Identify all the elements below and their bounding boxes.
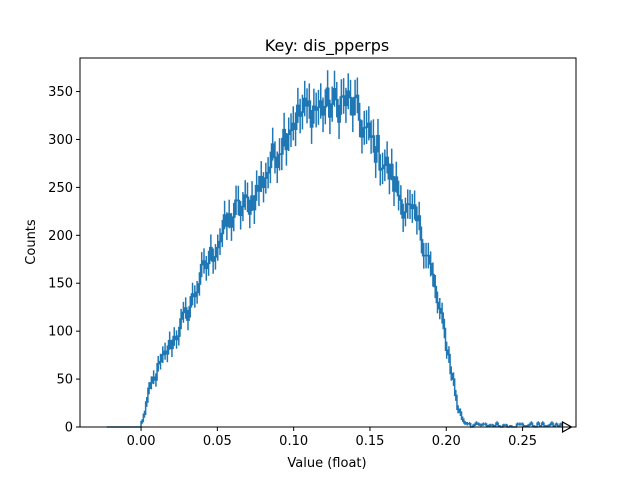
x-axis: 0.00 0.05 0.10 0.15 0.20 0.25	[127, 427, 537, 449]
x-axis-label: Value (float)	[287, 456, 366, 471]
y-tick-label: 250	[48, 181, 73, 196]
x-tick-label: 0.15	[355, 434, 384, 449]
axes-frame	[79, 57, 577, 428]
y-axis-label: Counts	[24, 219, 39, 265]
y-tick-label: 50	[56, 373, 73, 388]
y-tick-label: 150	[48, 277, 73, 292]
x-tick-label: 0.20	[432, 434, 461, 449]
chart-title: Key: dis_pperps	[265, 36, 389, 56]
x-tick-label: 0.10	[279, 434, 308, 449]
y-axis: 0 50 100 150 200 250 300 350	[48, 85, 80, 436]
y-tick-label: 0	[65, 421, 73, 436]
y-tick-label: 350	[48, 85, 73, 100]
y-tick-label: 100	[48, 325, 73, 340]
x-tick-label: 0.05	[203, 434, 232, 449]
y-tick-label: 300	[48, 133, 73, 148]
x-tick-label: 0.25	[508, 434, 537, 449]
y-tick-label: 200	[48, 229, 73, 244]
x-tick-label: 0.00	[127, 434, 156, 449]
